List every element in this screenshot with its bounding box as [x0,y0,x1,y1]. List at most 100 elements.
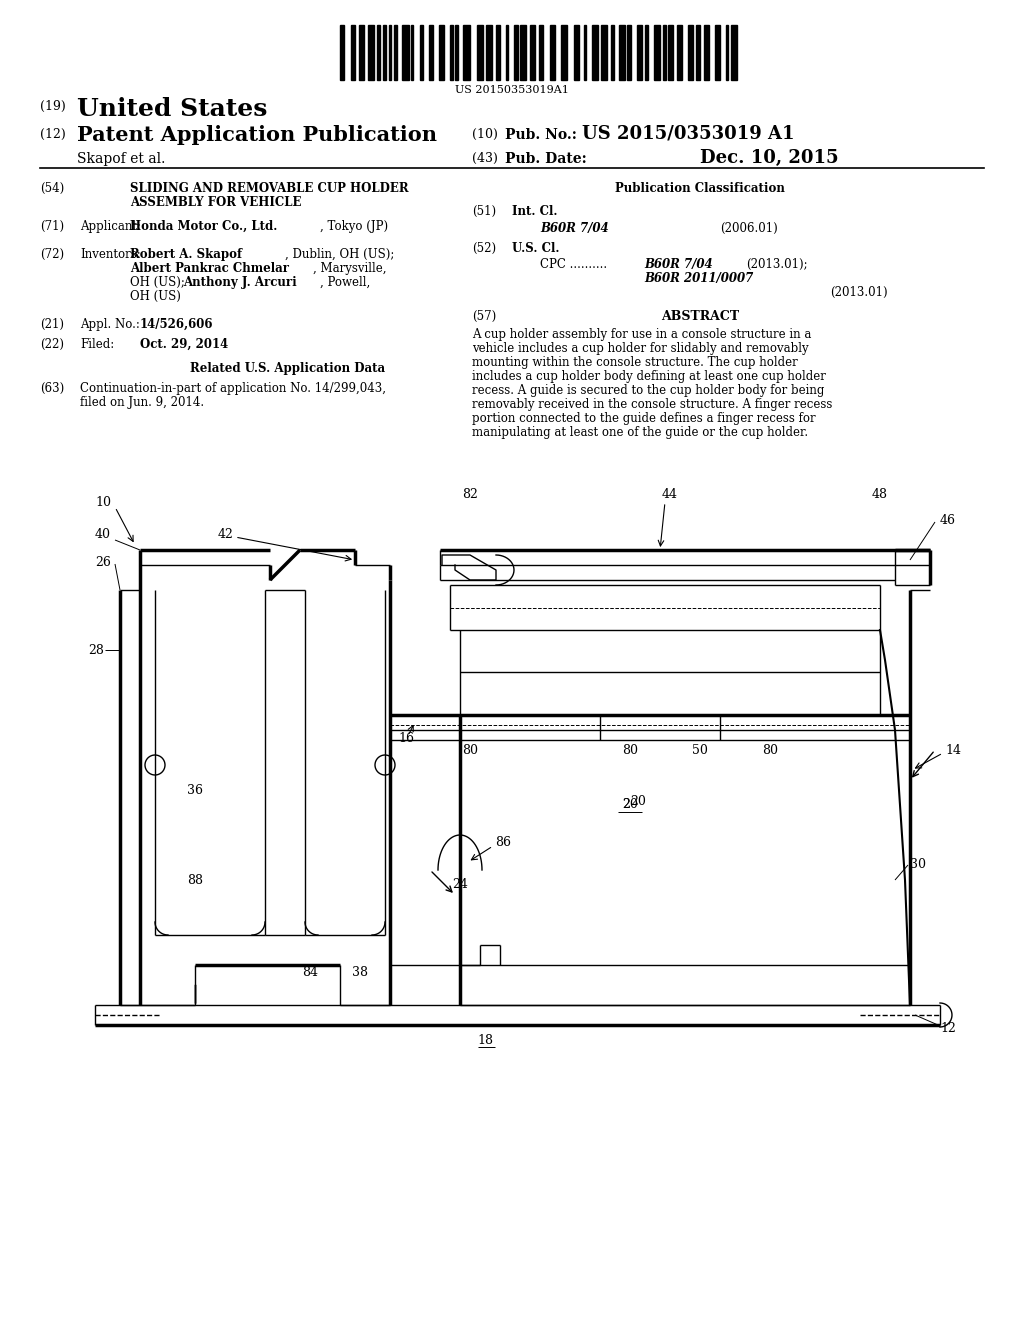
Bar [561,25,567,81]
Text: Applicant:: Applicant: [80,220,141,234]
Text: (19): (19) [40,100,66,114]
Text: SLIDING AND REMOVABLE CUP HOLDER: SLIDING AND REMOVABLE CUP HOLDER [130,182,409,195]
Text: Albert Pankrac Chmelar: Albert Pankrac Chmelar [130,261,289,275]
Bar [351,25,355,81]
Text: B60R 7/04: B60R 7/04 [540,222,608,235]
Bar [411,25,414,81]
Text: 20: 20 [622,799,638,812]
Bar [668,25,674,81]
Bar [687,25,693,81]
Bar [497,25,500,81]
Text: Filed:: Filed: [80,338,115,351]
Text: (52): (52) [472,242,496,255]
Text: Dec. 10, 2015: Dec. 10, 2015 [700,149,839,168]
Text: 80: 80 [762,743,778,756]
Text: Skapof et al.: Skapof et al. [77,152,165,166]
Text: Appl. No.:: Appl. No.: [80,318,140,331]
Bar [611,25,614,81]
Bar [439,25,443,81]
Bar [573,25,580,81]
Bar [455,25,458,81]
Bar [464,25,470,81]
Bar [645,25,648,81]
Bar [637,25,642,81]
Text: , Dublin, OH (US);: , Dublin, OH (US); [285,248,394,261]
Text: manipulating at least one of the guide or the cup holder.: manipulating at least one of the guide o… [472,426,808,440]
Text: (2013.01);: (2013.01); [746,257,808,271]
Text: removably received in the console structure. A finger recess: removably received in the console struct… [472,399,833,411]
Text: Robert A. Skapof: Robert A. Skapof [130,248,242,261]
Bar [402,25,409,81]
Text: B60R 2011/0007: B60R 2011/0007 [644,272,754,285]
Text: OH (US);: OH (US); [130,276,188,289]
Bar [369,25,374,81]
Text: Oct. 29, 2014: Oct. 29, 2014 [140,338,228,351]
Bar [506,25,508,81]
Text: (12): (12) [40,128,66,141]
Text: B60R 7/04: B60R 7/04 [644,257,713,271]
Text: Publication Classification: Publication Classification [615,182,785,195]
Text: 50: 50 [692,743,708,756]
Text: ABSTRACT: ABSTRACT [660,310,739,323]
Text: Int. Cl.: Int. Cl. [512,205,557,218]
Text: CPC ..........: CPC .......... [540,257,607,271]
Text: OH (US): OH (US) [130,290,181,304]
Text: mounting within the console structure. The cup holder: mounting within the console structure. T… [472,356,798,370]
Text: United States: United States [77,96,267,121]
Bar [520,25,525,81]
Text: (71): (71) [40,220,65,234]
Text: includes a cup holder body defining at least one cup holder: includes a cup holder body defining at l… [472,370,826,383]
Bar [726,25,728,81]
Text: Honda Motor Co., Ltd.: Honda Motor Co., Ltd. [130,220,278,234]
Text: 12: 12 [940,1022,955,1035]
Bar [696,25,699,81]
Text: 16: 16 [398,731,414,744]
Bar [428,25,433,81]
Text: 40: 40 [95,528,111,541]
Text: (2013.01): (2013.01) [830,286,888,300]
Bar [584,25,586,81]
Text: 20: 20 [630,795,646,808]
Text: (57): (57) [472,310,497,323]
Text: filed on Jun. 9, 2014.: filed on Jun. 9, 2014. [80,396,204,409]
Text: US 20150353019A1: US 20150353019A1 [455,84,569,95]
Text: (63): (63) [40,381,65,395]
Text: 84: 84 [302,965,318,978]
Text: vehicle includes a cup holder for slidably and removably: vehicle includes a cup holder for slidab… [472,342,809,355]
Text: (10): (10) [472,128,498,141]
Text: 80: 80 [462,743,478,756]
Bar [731,25,736,81]
Text: (21): (21) [40,318,63,331]
Text: 48: 48 [872,488,888,502]
Text: U.S. Cl.: U.S. Cl. [512,242,559,255]
Text: 18: 18 [477,1034,493,1047]
Text: Pub. No.:: Pub. No.: [505,128,577,143]
Bar [593,25,598,81]
Text: 82: 82 [462,488,478,502]
Bar [358,25,365,81]
Bar [377,25,381,81]
Text: (2006.01): (2006.01) [720,222,778,235]
Text: 30: 30 [910,858,926,871]
Text: 28: 28 [88,644,103,656]
Text: Continuation-in-part of application No. 14/299,043,: Continuation-in-part of application No. … [80,381,386,395]
Bar [601,25,606,81]
Bar [393,25,397,81]
Bar [420,25,423,81]
Text: Inventors:: Inventors: [80,248,140,261]
Text: 44: 44 [662,488,678,502]
Text: (72): (72) [40,248,65,261]
Text: 80: 80 [622,743,638,756]
Text: Anthony J. Arcuri: Anthony J. Arcuri [183,276,297,289]
Text: 24: 24 [452,879,468,891]
Bar [514,25,518,81]
Text: 42: 42 [218,528,233,541]
Bar [383,25,386,81]
Bar [715,25,720,81]
Text: ASSEMBLY FOR VEHICLE: ASSEMBLY FOR VEHICLE [130,195,301,209]
Bar [389,25,391,81]
Text: 14/526,606: 14/526,606 [140,318,213,331]
Text: recess. A guide is secured to the cup holder body for being: recess. A guide is secured to the cup ho… [472,384,824,397]
Bar [530,25,535,81]
Text: US 2015/0353019 A1: US 2015/0353019 A1 [582,125,795,143]
